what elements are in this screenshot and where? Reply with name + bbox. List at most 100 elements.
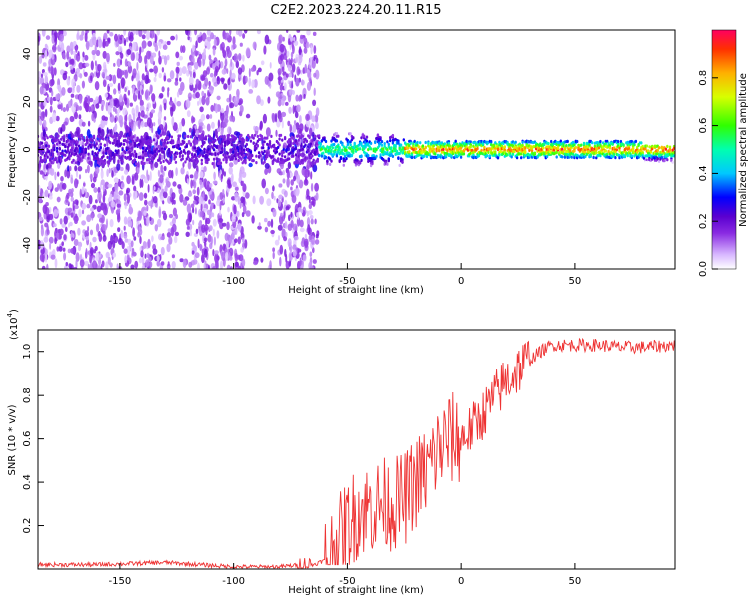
spectrogram-cell xyxy=(333,142,336,147)
spectrogram-cell xyxy=(494,150,497,154)
spectrogram-cell xyxy=(84,54,89,61)
spectrogram-cell xyxy=(335,132,339,136)
spectrogram-cell xyxy=(319,142,322,146)
spectrogram-cell xyxy=(209,32,214,40)
spectrogram-cell xyxy=(592,155,595,160)
spectrogram-cell xyxy=(265,127,271,137)
spectrogram-cell xyxy=(330,148,333,152)
spectrogram-cell xyxy=(295,94,299,102)
spectrogram-cell xyxy=(136,136,139,140)
spectrogram-cell xyxy=(414,147,418,151)
spectrogram-cell xyxy=(161,138,164,142)
spectrogram-cell xyxy=(360,158,363,162)
spectrogram-cell xyxy=(81,202,87,210)
spectrogram-cell xyxy=(299,219,304,228)
spectrogram-cell xyxy=(221,46,225,54)
spectrogram-cell xyxy=(253,133,257,137)
spectrogram-cell xyxy=(48,66,51,72)
spectrogram-cell xyxy=(102,234,107,242)
spectrogram-cell xyxy=(282,178,286,184)
spectrogram-cell xyxy=(68,151,71,155)
spectrogram-cell xyxy=(49,105,53,113)
spectrogram-cell xyxy=(286,140,289,144)
spectrogram-cell xyxy=(128,114,132,123)
spectrogram-cell xyxy=(109,193,113,199)
spectrogram-cell xyxy=(208,199,211,205)
spectrogram-cell xyxy=(166,243,171,253)
spectrogram-cell xyxy=(200,133,203,137)
spectrogram-cell xyxy=(144,199,148,206)
spectrogram-cell xyxy=(303,47,308,54)
spectrogram-cell xyxy=(237,158,240,163)
spectrogram-cell xyxy=(60,102,63,112)
spectrogram-cell xyxy=(289,172,294,177)
spectrogram-cell xyxy=(121,241,125,250)
spectrogram-cell xyxy=(77,51,80,56)
snr-line xyxy=(38,337,675,569)
spectrogram-cell xyxy=(149,84,153,95)
spectrogram-cell xyxy=(281,215,285,222)
bottom-xlabel: Height of straight line (km) xyxy=(288,585,424,596)
spectrogram-cell xyxy=(79,157,82,162)
spectrogram-cell xyxy=(207,234,212,243)
spectrogram-cell xyxy=(207,158,210,162)
spectrogram-cell xyxy=(232,150,235,154)
spectrogram-cell xyxy=(51,53,55,60)
spectrogram-cell xyxy=(147,146,150,150)
spectrogram-cell xyxy=(214,66,219,73)
spectrogram-cell xyxy=(38,216,44,221)
spectrogram-cell xyxy=(138,226,142,233)
spectrogram-cell xyxy=(223,146,226,155)
spectrogram-cell xyxy=(62,72,68,81)
spectrogram-cell xyxy=(149,216,152,221)
spectrogram-cell xyxy=(409,141,412,145)
spectrogram-cell xyxy=(140,144,143,148)
spectrogram-cell xyxy=(139,46,142,56)
spectrogram-cell xyxy=(299,257,302,267)
spectrogram-cell xyxy=(113,190,119,199)
spectrogram-cell xyxy=(291,80,294,89)
spectrogram-cell xyxy=(257,225,262,230)
spectrogram-cell xyxy=(66,168,71,179)
spectrogram-cell xyxy=(167,87,170,92)
spectrogram-cell xyxy=(93,187,98,193)
spectrogram-cell xyxy=(195,40,198,49)
y-tick-label: 20 xyxy=(22,95,33,108)
spectrogram-cell xyxy=(197,134,201,138)
spectrogram-cell xyxy=(100,170,103,179)
spectrogram-cell xyxy=(220,77,225,83)
spectrogram-cell xyxy=(283,155,287,159)
spectrogram-cell xyxy=(287,38,291,46)
spectrogram-cell xyxy=(309,127,313,136)
spectrogram-cell xyxy=(161,127,165,134)
spectrogram-cell xyxy=(198,58,202,68)
spectrogram-cell xyxy=(84,260,89,266)
spectrogram-cell xyxy=(206,180,211,191)
spectrogram-cell xyxy=(153,186,156,191)
spectrogram-cell xyxy=(90,60,94,71)
spectrogram-cell xyxy=(189,61,194,66)
spectrogram-cell xyxy=(90,207,94,212)
spectrogram-cell xyxy=(62,107,67,113)
spectrogram-cell xyxy=(63,234,67,241)
spectrogram-cell xyxy=(315,69,320,80)
spectrogram-cell xyxy=(38,108,42,116)
spectrogram-cell xyxy=(133,158,137,162)
spectrogram-cell xyxy=(146,205,149,212)
spectrogram-cell xyxy=(163,102,167,111)
spectrogram-cell xyxy=(233,96,239,105)
spectrogram-cell xyxy=(383,142,386,146)
spectrogram-cell xyxy=(281,154,284,158)
spectrogram-cell xyxy=(122,134,126,138)
spectrogram-cell xyxy=(164,185,168,193)
spectrogram-cell xyxy=(113,155,116,159)
spectrogram-cell xyxy=(295,53,299,64)
spectrogram-cell xyxy=(453,149,456,153)
spectrogram-cell xyxy=(83,182,86,187)
spectrogram-cell xyxy=(310,182,314,192)
spectrogram-cell xyxy=(232,143,237,149)
spectrogram-cell xyxy=(105,251,110,259)
spectrogram-cell xyxy=(228,93,232,103)
spectrogram-cell xyxy=(277,224,283,231)
spectrogram-cell xyxy=(228,162,234,168)
